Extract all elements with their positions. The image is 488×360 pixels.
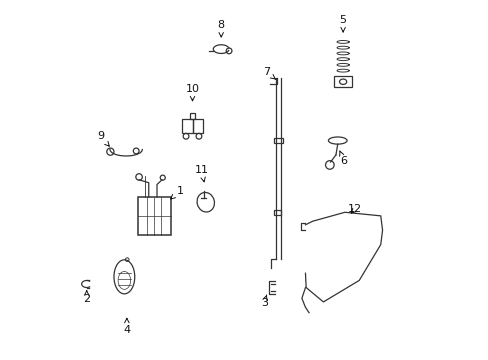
Text: 9: 9 xyxy=(97,131,109,146)
Text: 8: 8 xyxy=(217,20,224,37)
Text: 4: 4 xyxy=(123,318,130,335)
Bar xyxy=(273,210,281,215)
Bar xyxy=(333,76,351,87)
Bar xyxy=(192,119,203,133)
Text: 1: 1 xyxy=(170,186,183,199)
Text: 6: 6 xyxy=(339,151,347,166)
Text: 11: 11 xyxy=(194,165,208,182)
Text: 5: 5 xyxy=(339,15,346,32)
Text: 2: 2 xyxy=(83,291,90,304)
Bar xyxy=(137,197,170,235)
Bar xyxy=(189,113,195,119)
Bar xyxy=(273,138,282,143)
Text: 12: 12 xyxy=(347,204,361,215)
Bar xyxy=(182,119,192,133)
Text: 3: 3 xyxy=(260,295,267,308)
Text: 7: 7 xyxy=(263,67,275,79)
Text: 10: 10 xyxy=(185,84,199,101)
